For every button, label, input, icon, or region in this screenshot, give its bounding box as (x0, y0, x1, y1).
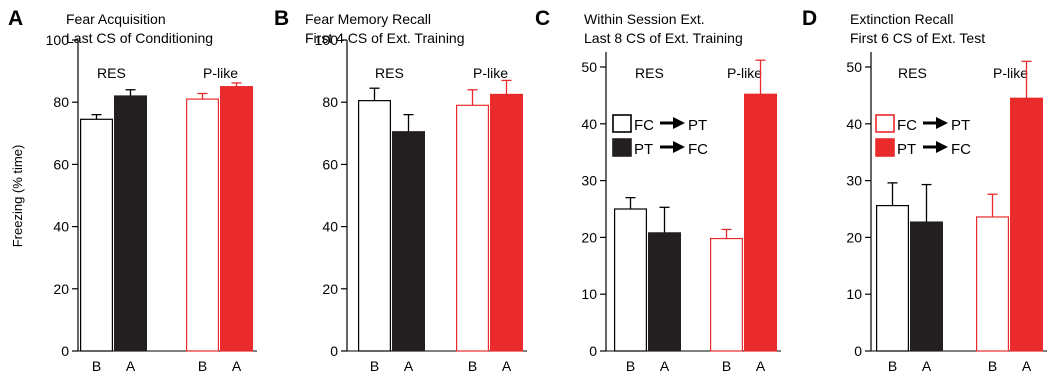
x-tick-label: A (922, 358, 932, 374)
panel-letter: C (535, 7, 550, 30)
group-label: P-like (727, 65, 762, 81)
y-tick-label: 50 (581, 59, 597, 75)
legend-swatch (612, 114, 632, 133)
y-tick-label: 0 (330, 343, 338, 359)
bar (358, 100, 392, 352)
legend-arrow-head (936, 141, 948, 153)
y-tick-label: 20 (581, 229, 597, 245)
bar (220, 86, 254, 352)
legend-from: PT (897, 141, 916, 158)
y-tick-label: 30 (581, 173, 597, 189)
group-label: RES (97, 65, 126, 81)
y-tick-label: 10 (846, 286, 862, 302)
bar (490, 93, 524, 352)
y-tick-label: 20 (322, 281, 338, 297)
group-label: RES (635, 65, 664, 81)
legend-to: FC (951, 141, 971, 158)
x-tick-label: A (660, 358, 670, 374)
group-label: P-like (473, 65, 508, 81)
panel-d: D Extinction Recall First 6 CS of Ext. Tes… (802, 7, 1047, 374)
group-label: P-like (993, 65, 1028, 81)
y-tick-label: 80 (53, 94, 69, 110)
y-tick-label: 100 (315, 32, 339, 48)
x-tick-label: B (988, 358, 997, 374)
panel-subtitle: First 4 CS of Ext. Training (305, 30, 465, 46)
legend-to: FC (688, 141, 708, 158)
panel-b: B Fear Memory Recall First 4 CS of Ext. Tr… (274, 7, 527, 374)
y-axis-label: Freezing (% time) (10, 145, 25, 248)
group-label: P-like (203, 65, 238, 81)
x-tick-label: B (468, 358, 477, 374)
y-tick-label: 100 (46, 32, 70, 48)
panel-c: C Within Session Ext. Last 8 CS of Ext. Tr… (535, 7, 781, 374)
x-tick-label: A (404, 358, 414, 374)
bar (1009, 97, 1043, 352)
y-tick-label: 20 (846, 229, 862, 245)
bar (186, 98, 220, 352)
legend-arrow-head (673, 117, 685, 129)
y-tick-label: 30 (846, 173, 862, 189)
y-tick-label: 40 (322, 219, 338, 235)
legend-swatch (875, 138, 895, 157)
y-tick-label: 40 (846, 116, 862, 132)
x-tick-label: B (888, 358, 897, 374)
legend-swatch (612, 138, 632, 157)
bar (909, 221, 943, 352)
bar (392, 131, 426, 352)
legend-arrow-head (673, 141, 685, 153)
legend-to: PT (951, 117, 970, 134)
bar (743, 93, 777, 352)
x-tick-label: B (198, 358, 207, 374)
bar (456, 104, 490, 352)
legend-swatch (875, 114, 895, 133)
y-tick-label: 0 (61, 343, 69, 359)
x-tick-label: A (1022, 358, 1032, 374)
group-label: RES (898, 65, 927, 81)
bar (647, 232, 681, 352)
y-tick-label: 50 (846, 59, 862, 75)
panel-letter: B (274, 7, 289, 30)
y-tick-label: 10 (581, 286, 597, 302)
bar (613, 208, 647, 352)
legend-from: FC (897, 117, 917, 134)
bar (975, 216, 1009, 352)
legend-arrow-head (936, 117, 948, 129)
bar (709, 237, 743, 352)
legend-from: FC (634, 117, 654, 134)
legend-from: PT (634, 141, 653, 158)
panel-title: Fear Acquisition (66, 11, 166, 27)
bar (113, 95, 147, 352)
bar (875, 204, 909, 352)
y-tick-label: 80 (322, 94, 338, 110)
x-tick-label: A (502, 358, 512, 374)
y-tick-label: 40 (53, 219, 69, 235)
y-tick-label: 20 (53, 281, 69, 297)
y-tick-label: 0 (854, 343, 862, 359)
y-tick-label: 0 (589, 343, 597, 359)
panel-letter: D (802, 7, 817, 30)
bar (79, 118, 113, 352)
x-tick-label: B (722, 358, 731, 374)
panel-subtitle: First 6 CS of Ext. Test (850, 30, 985, 46)
panel-title: Fear Memory Recall (305, 11, 431, 27)
panel-subtitle: Last CS of Conditioning (66, 30, 213, 46)
y-tick-label: 60 (53, 156, 69, 172)
panel-letter: A (8, 7, 23, 30)
legend-to: PT (688, 117, 707, 134)
x-tick-label: A (232, 358, 242, 374)
x-tick-label: B (626, 358, 635, 374)
x-tick-label: A (756, 358, 766, 374)
x-tick-label: B (92, 358, 101, 374)
panel-subtitle: Last 8 CS of Ext. Training (584, 30, 743, 46)
y-tick-label: 40 (581, 116, 597, 132)
panel-title: Within Session Ext. (584, 11, 705, 27)
group-label: RES (375, 65, 404, 81)
panel-a: A Fear Acquisition Last CS of Conditioning… (8, 7, 257, 374)
x-tick-label: B (370, 358, 379, 374)
x-tick-label: A (126, 358, 136, 374)
y-tick-label: 60 (322, 156, 338, 172)
panel-title: Extinction Recall (850, 11, 954, 27)
